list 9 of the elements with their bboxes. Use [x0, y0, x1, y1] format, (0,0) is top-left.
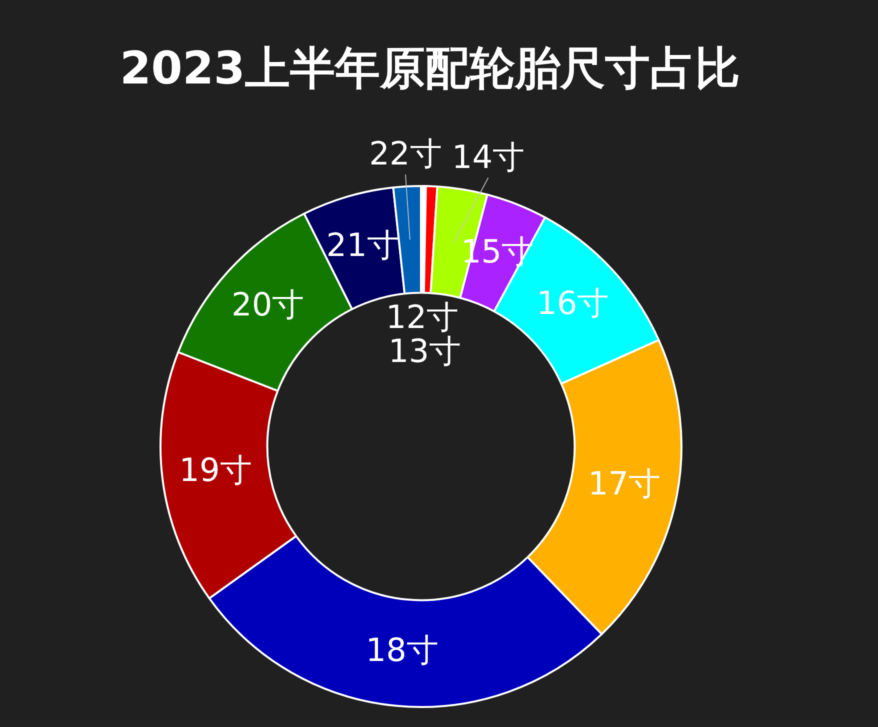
- slice-label: 20寸: [231, 285, 304, 324]
- slice-label: 22寸: [369, 134, 442, 173]
- chart-title: 2023上半年原配轮胎尺寸占比: [120, 42, 740, 95]
- slice-label: 16寸: [536, 284, 610, 322]
- slice-label: 19寸: [179, 450, 252, 489]
- slice-label: 21寸: [326, 226, 399, 264]
- slice-label: 17寸: [588, 464, 661, 502]
- slice-label: 18寸: [366, 631, 439, 670]
- slice-label: 14寸: [452, 138, 525, 176]
